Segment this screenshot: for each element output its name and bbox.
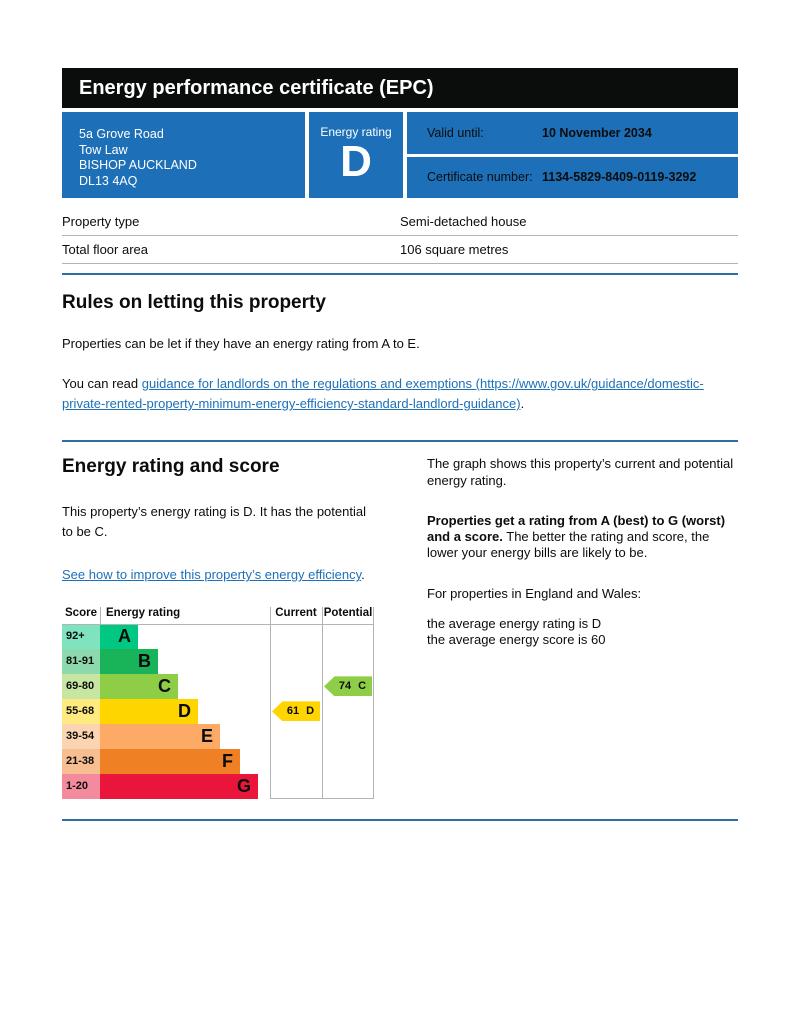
current-rating-marker-band: D [306, 705, 315, 718]
section-divider [62, 273, 738, 275]
table-row: Total floor area 106 square metres [62, 235, 738, 264]
property-type-label: Property type [62, 208, 400, 236]
energy-rating-column-header: Energy rating [106, 606, 181, 619]
section-divider [62, 440, 738, 443]
chart-gridline [270, 606, 271, 799]
epc-band-bar: B [100, 648, 158, 674]
epc-band-score: 81-91 [62, 648, 100, 674]
rules-paragraph: Properties can be let if they have an en… [62, 336, 420, 351]
address-line-1: 5a Grove Road [79, 127, 164, 141]
certificate-number-row: Certificate number: 1134-5829-8409-0119-… [407, 156, 738, 198]
chart-gridline [62, 623, 374, 625]
epc-chart-body: 92+ A 81-91 B 69-80 C 55-68 D 39-54 E 21-38 F 1-20 G [62, 623, 374, 799]
epc-band-row: 81-91 B [62, 648, 374, 674]
epc-band-row: 69-80 C [62, 673, 374, 699]
score-column-header: Score [65, 606, 97, 619]
epc-band-row: 39-54 E [62, 723, 374, 749]
address-line-4: DL13 4AQ [79, 173, 138, 188]
epc-band-letter: E [200, 725, 213, 746]
average-rating-line: the average energy rating is D [427, 615, 602, 631]
valid-until-value: 10 November 2034 [542, 125, 652, 140]
potential-rating-marker-band: C [358, 680, 367, 693]
epc-band-score: 39-54 [62, 723, 100, 749]
current-rating-marker-score: 61 [286, 705, 300, 718]
potential-column-header: Potential [323, 606, 373, 619]
rules-guidance-prefix: You can read [62, 376, 142, 392]
valid-until-row: Valid until: 10 November 2034 [407, 112, 738, 154]
epc-band-bar: F [100, 748, 240, 774]
rules-guidance-suffix: . [520, 396, 525, 412]
epc-band-score: 69-80 [62, 673, 100, 699]
address-line-3: BISHOP AUCKLAND [79, 158, 197, 172]
rules-heading: Rules on letting this property [62, 292, 326, 313]
average-score-line: the average energy score is 60 [427, 632, 606, 648]
epc-band-row: 55-68 D [62, 698, 374, 724]
rating-range-text: Properties get a rating from A (best) to… [427, 513, 738, 562]
potential-rating-marker: 74 C [324, 676, 372, 697]
property-details-table: Property type Semi-detached house Total … [62, 208, 738, 264]
epc-band-score: 92+ [62, 623, 100, 649]
address-line-2: Tow Law [79, 142, 128, 157]
chart-gridline [270, 797, 374, 799]
table-row: Property type Semi-detached house [62, 208, 738, 236]
improve-link-paragraph: See how to improve this property’s energ… [62, 565, 370, 585]
chart-gridline [322, 606, 323, 799]
improve-link-suffix: . [361, 567, 365, 583]
epc-chart: Score Energy rating Current Potential 92… [62, 606, 374, 799]
epc-band-letter: G [236, 775, 251, 796]
rating-score-right-column: The graph shows this property’s current … [427, 456, 738, 799]
epc-certificate-page: Energy performance certificate (EPC) 5a … [62, 68, 738, 821]
epc-band-letter: A [118, 625, 131, 646]
property-type-value: Semi-detached house [400, 208, 738, 236]
validity-box: Valid until: 10 November 2034 Certificat… [407, 112, 738, 198]
chart-gridline [100, 606, 101, 624]
rating-score-section: Energy rating and score This property’s … [62, 456, 738, 799]
epc-band-bar: A [100, 623, 138, 649]
rating-range-bold: Properties get a rating from A (best) to… [427, 512, 726, 545]
epc-chart-header: Score Energy rating Current Potential [62, 607, 374, 624]
epc-band-row: 1-20 G [62, 773, 374, 799]
epc-band-letter: D [178, 700, 191, 721]
current-column-header: Current [275, 606, 317, 619]
rating-summary-text: This property’s energy rating is D. It h… [62, 504, 366, 539]
epc-band-bar: D [100, 698, 198, 724]
epc-band-letter: B [138, 650, 151, 671]
property-address: 5a Grove Road Tow Law BISHOP AUCKLAND DL… [62, 112, 305, 198]
rating-score-left-column: Energy rating and score This property’s … [62, 456, 392, 799]
epc-band-bar: E [100, 723, 220, 749]
epc-band-bar: G [100, 773, 258, 799]
rules-guidance-paragraph: You can read guidance for landlords on t… [62, 374, 722, 414]
epc-band-score: 55-68 [62, 698, 100, 724]
landlord-guidance-link[interactable]: guidance for landlords on the regulation… [62, 376, 704, 412]
energy-rating-box: Energy rating D [309, 112, 403, 198]
england-wales-text: For properties in England and Wales: [427, 585, 642, 601]
section-divider [62, 818, 738, 821]
energy-rating-value: D [340, 137, 372, 186]
improve-efficiency-link[interactable]: See how to improve this property’s energ… [62, 567, 362, 583]
certificate-summary: 5a Grove Road Tow Law BISHOP AUCKLAND DL… [62, 112, 738, 198]
rating-score-heading: Energy rating and score [62, 456, 280, 478]
certificate-number-value: 1134-5829-8409-0119-3292 [542, 170, 697, 185]
chart-gridline [373, 606, 374, 799]
rating-range-rest: The better the rating and score, the low… [427, 529, 710, 561]
graph-explainer-text: The graph shows this property’s current … [427, 456, 734, 488]
current-rating-marker: 61 D [272, 701, 320, 722]
page-title: Energy performance certificate (EPC) [62, 68, 738, 108]
floor-area-label: Total floor area [62, 235, 400, 264]
epc-band-row: 92+ A [62, 623, 374, 649]
energy-rating-label: Energy rating [320, 125, 392, 139]
epc-band-bar: C [100, 673, 178, 699]
epc-band-row: 21-38 F [62, 748, 374, 774]
epc-band-letter: F [222, 750, 233, 771]
epc-band-letter: C [158, 675, 171, 696]
rules-section: Rules on letting this property Propertie… [62, 292, 738, 414]
epc-band-score: 21-38 [62, 748, 100, 774]
valid-until-label: Valid until: [427, 125, 484, 140]
potential-rating-marker-score: 74 [338, 680, 352, 693]
epc-band-score: 1-20 [62, 773, 100, 799]
certificate-number-label: Certificate number: [427, 170, 533, 185]
floor-area-value: 106 square metres [400, 235, 738, 264]
